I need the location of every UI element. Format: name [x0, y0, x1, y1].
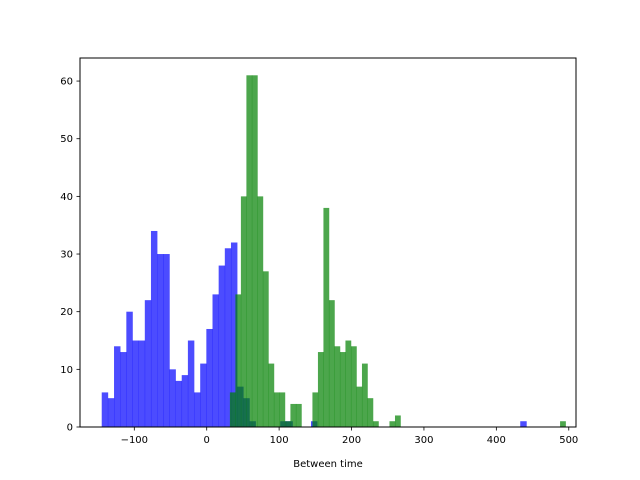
histogram-bar: [257, 196, 264, 428]
y-tick-label: 0: [67, 423, 73, 434]
histogram-bar: [560, 421, 566, 427]
histogram-bar: [268, 363, 275, 427]
histogram-bar: [144, 300, 152, 427]
histogram-bar: [230, 242, 238, 427]
histogram-bar: [132, 340, 139, 427]
histogram-bar: [361, 363, 368, 427]
histogram-bar: [312, 392, 319, 427]
histogram-bar: [356, 386, 363, 427]
histogram-bar: [262, 271, 269, 427]
histogram-bar: [328, 300, 335, 427]
x-tick-label: 500: [559, 435, 578, 446]
histogram-bar: [229, 392, 236, 427]
histogram-bar: [126, 311, 133, 427]
histogram-bar: [372, 421, 379, 427]
y-tick-label: 40: [60, 192, 73, 203]
histogram-bar: [520, 421, 527, 427]
histogram-bar: [394, 415, 401, 427]
histogram-bar: [120, 352, 127, 427]
y-tick-label: 20: [60, 307, 73, 318]
histogram-bar: [169, 369, 176, 427]
histogram-bar: [181, 375, 189, 427]
histogram-bar: [101, 392, 109, 427]
histogram-bar: [218, 265, 226, 427]
x-tick-label: 400: [487, 435, 506, 446]
histogram-bar: [157, 254, 164, 427]
x-tick-label: 200: [342, 435, 361, 446]
histogram-bar: [284, 421, 291, 427]
histogram-bar: [224, 248, 232, 427]
histogram-bar: [367, 398, 374, 427]
histogram-bar: [350, 346, 357, 427]
x-tick-label: 300: [414, 435, 433, 446]
histogram-bar: [323, 207, 330, 427]
x-tick-label: 100: [270, 435, 289, 446]
x-tick-label: 0: [204, 435, 210, 446]
histogram-bar: [235, 294, 242, 427]
histogram-bar: [295, 403, 302, 427]
histogram-bar: [273, 392, 280, 427]
y-tick-label: 50: [60, 134, 73, 145]
histogram-bar: [163, 254, 170, 427]
histogram-bar: [114, 346, 121, 427]
y-tick-label: 60: [60, 77, 73, 88]
histogram-bar: [251, 75, 258, 428]
histogram-bar: [334, 346, 341, 427]
histogram-bar: [138, 340, 146, 427]
x-axis-ticks: −100 0 100 200 300 400 500: [121, 427, 578, 446]
histogram-bar: [290, 403, 297, 427]
y-tick-label: 30: [60, 250, 73, 261]
y-axis-ticks: 0 10 20 30 40 50 60: [60, 77, 80, 434]
histogram-bar: [345, 340, 352, 427]
histogram-bar: [389, 421, 396, 427]
histogram-bar: [206, 328, 213, 427]
histogram-bar: [339, 352, 346, 427]
histogram-bar: [107, 398, 115, 427]
histogram-bar: [150, 230, 158, 427]
histogram-bar: [212, 294, 219, 427]
x-tick-label: −100: [121, 435, 148, 446]
histogram-bar: [279, 392, 286, 427]
histogram-bar: [175, 380, 183, 428]
x-axis-label: Between time: [293, 459, 363, 470]
bars-group: [101, 75, 566, 428]
histogram-bar: [246, 75, 253, 428]
histogram-bar: [240, 196, 247, 428]
series-1: [229, 75, 566, 428]
histogram-bar: [317, 352, 324, 427]
histogram-bar: [187, 340, 195, 427]
histogram-bar: [200, 363, 207, 427]
plot-frame: [79, 57, 577, 428]
histogram-bar: [194, 392, 201, 427]
y-tick-label: 10: [60, 365, 73, 376]
